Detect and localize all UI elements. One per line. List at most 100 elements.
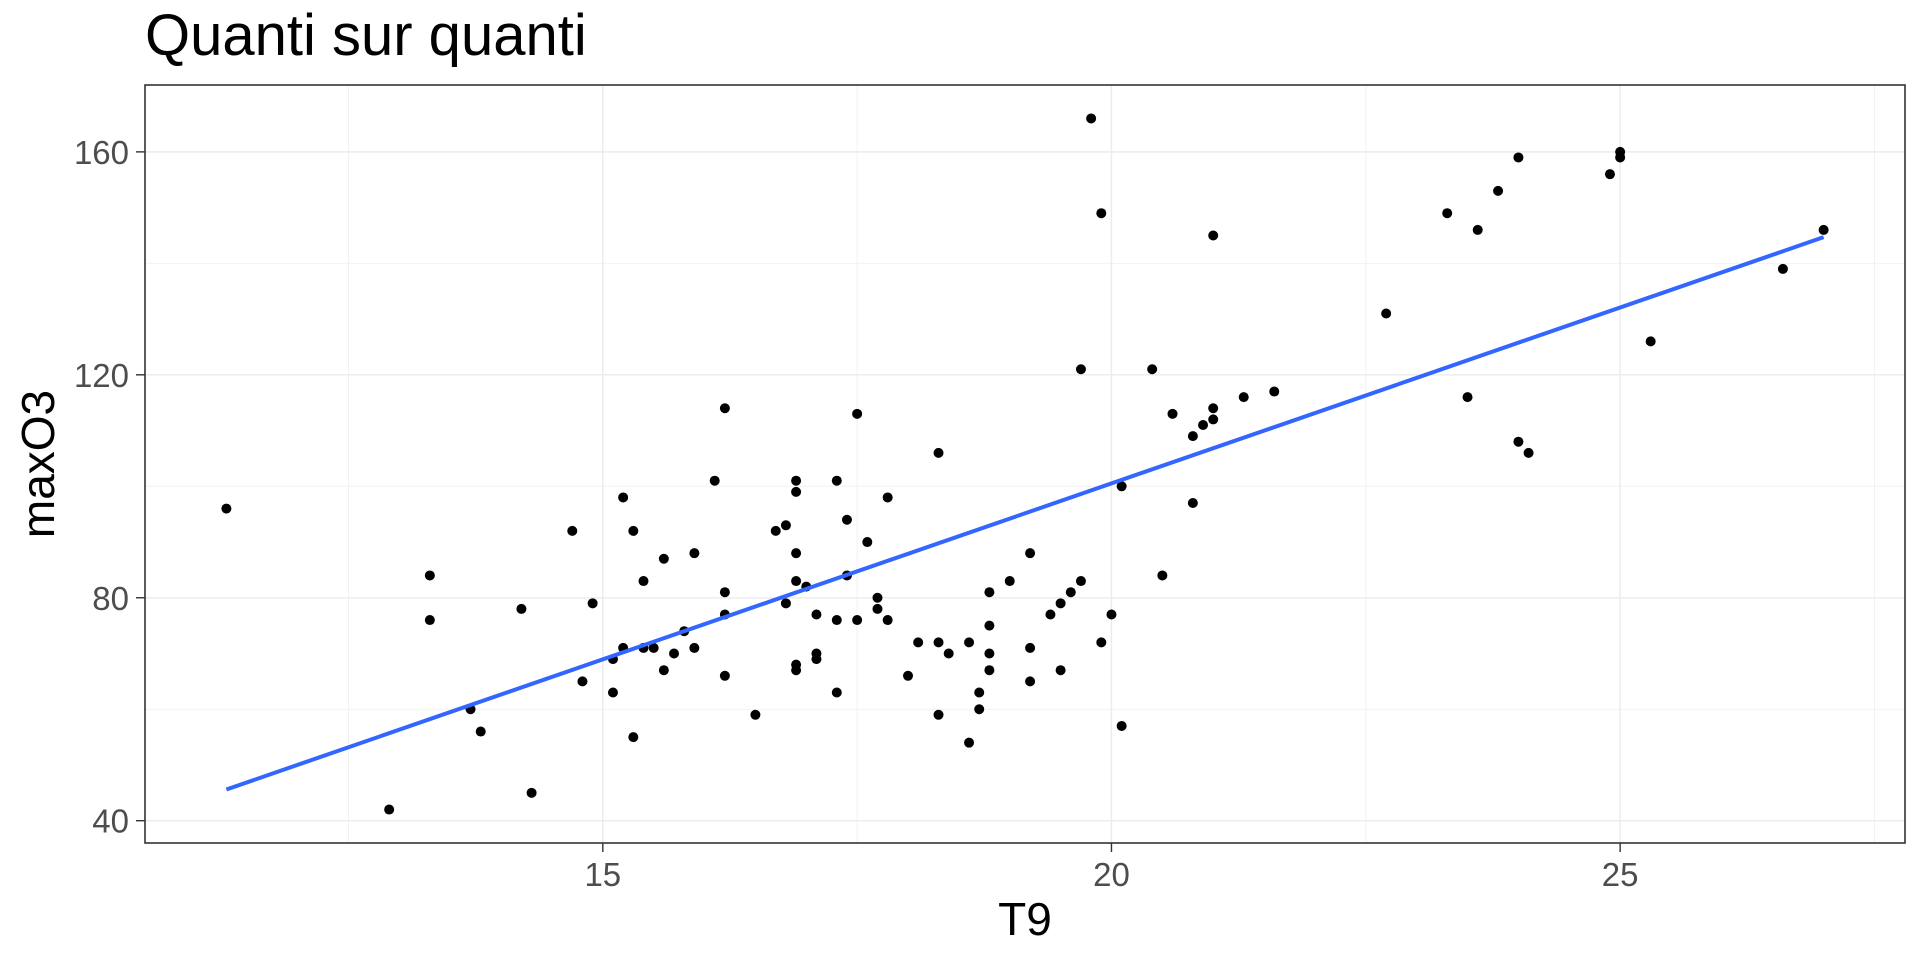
data-point [628, 732, 639, 743]
data-point [1208, 230, 1219, 241]
data-point [719, 587, 730, 598]
data-point [1604, 169, 1615, 180]
data-point [780, 520, 791, 531]
y-tick-label: 40 [92, 803, 129, 840]
data-point [424, 615, 435, 626]
regression-line-group [225, 235, 1825, 792]
data-point [831, 475, 842, 486]
y-axis-tick-labels: 40 80 120 160 [74, 134, 129, 840]
data-point [1025, 676, 1036, 687]
data-point [709, 475, 720, 486]
data-point [577, 676, 588, 687]
data-point [791, 475, 802, 486]
data-point [719, 403, 730, 414]
data-point [872, 592, 883, 603]
data-point [1055, 665, 1066, 676]
data-point [1442, 208, 1453, 219]
data-point [984, 620, 995, 631]
data-point [1096, 208, 1107, 219]
data-point [1513, 152, 1524, 163]
data-point [1025, 548, 1036, 559]
data-point [1157, 570, 1168, 581]
data-point [658, 553, 669, 564]
data-point [872, 603, 883, 614]
data-point [1818, 224, 1829, 235]
major-gridlines [145, 85, 1905, 843]
data-point [628, 525, 639, 536]
data-point [1167, 408, 1178, 419]
y-tick-label: 80 [92, 580, 129, 617]
data-point [1075, 364, 1086, 375]
data-point [689, 548, 700, 559]
minor-gridlines [145, 85, 1905, 843]
data-point [974, 687, 985, 698]
y-tick-label: 160 [74, 134, 129, 171]
data-point [607, 687, 618, 698]
x-tick-label: 20 [1093, 856, 1130, 893]
data-point [933, 709, 944, 720]
data-point [791, 486, 802, 497]
x-axis-tick-labels: 15 20 25 [584, 856, 1638, 893]
data-point [964, 637, 975, 648]
data-point [1106, 609, 1117, 620]
data-point [1187, 498, 1198, 509]
data-point [1025, 642, 1036, 653]
regression-line [225, 235, 1825, 792]
data-point [1187, 431, 1198, 442]
data-point [943, 648, 954, 659]
data-point [475, 726, 486, 737]
data-point [719, 670, 730, 681]
data-point [1055, 598, 1066, 609]
data-point [567, 525, 578, 536]
data-point [1075, 576, 1086, 587]
axis-ticks [136, 151, 1621, 852]
data-point [862, 537, 873, 548]
data-point [1208, 414, 1219, 425]
data-point [811, 609, 822, 620]
data-point [1096, 637, 1107, 648]
data-point [933, 447, 944, 458]
data-point [648, 642, 659, 653]
x-tick-label: 25 [1602, 856, 1639, 893]
data-point [1116, 720, 1127, 731]
data-point [1198, 419, 1209, 430]
data-point [791, 576, 802, 587]
data-point [841, 514, 852, 525]
data-point [882, 492, 893, 503]
data-point [1523, 447, 1534, 458]
data-point [1462, 392, 1473, 403]
data-point [852, 408, 863, 419]
y-tick-label: 120 [74, 357, 129, 394]
data-point [1381, 308, 1392, 319]
data-point [384, 804, 395, 815]
data-point [1472, 224, 1483, 235]
data-point [1147, 364, 1158, 375]
data-point [831, 687, 842, 698]
data-point [1116, 481, 1127, 492]
data-point [811, 654, 822, 665]
data-point [669, 648, 680, 659]
data-point [658, 665, 669, 676]
data-point [1065, 587, 1076, 598]
data-point [780, 598, 791, 609]
data-point [1645, 336, 1656, 347]
x-tick-label: 15 [584, 856, 621, 893]
data-point [1269, 386, 1280, 397]
data-point [587, 598, 598, 609]
data-point [638, 576, 649, 587]
data-point [770, 525, 781, 536]
data-point [913, 637, 924, 648]
data-point [221, 503, 232, 514]
data-point [1045, 609, 1056, 620]
data-point [424, 570, 435, 581]
data-point [984, 587, 995, 598]
data-point [1238, 392, 1249, 403]
data-point [903, 670, 914, 681]
data-point [882, 615, 893, 626]
data-point [984, 648, 995, 659]
data-point [1086, 113, 1097, 124]
data-points [221, 113, 1829, 815]
data-point [984, 665, 995, 676]
